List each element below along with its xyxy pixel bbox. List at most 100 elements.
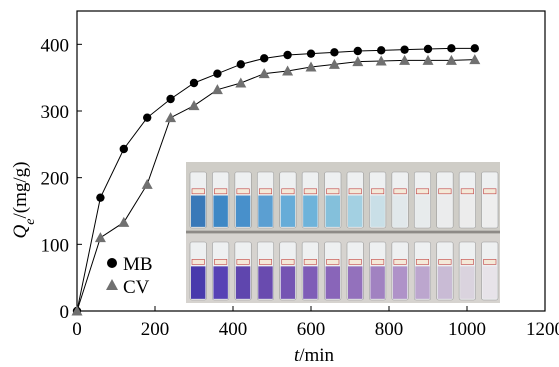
point-cv-60 bbox=[94, 232, 106, 243]
bottom-row-label-13 bbox=[460, 259, 474, 265]
point-cv-420 bbox=[235, 77, 247, 88]
top-row-label-11 bbox=[415, 188, 430, 195]
x-tick-label-1000: 1000 bbox=[448, 319, 486, 340]
y-axis-title-unit: /(mg/g) bbox=[10, 162, 31, 219]
point-cv-600 bbox=[305, 61, 317, 72]
top-row-label-14 bbox=[483, 188, 497, 195]
bottom-row-label-3 bbox=[236, 259, 250, 265]
top-row-solution-12 bbox=[437, 195, 453, 227]
top-row-label-2 bbox=[214, 188, 228, 195]
point-mb-180 bbox=[143, 113, 152, 122]
bottom-row-label-11 bbox=[415, 259, 430, 265]
y-tick-label-100: 100 bbox=[41, 235, 70, 256]
bottom-row-label-6 bbox=[303, 259, 317, 265]
legend-marker-mb bbox=[107, 258, 117, 268]
point-mb-120 bbox=[119, 144, 128, 154]
bottom-row-label-7 bbox=[326, 259, 340, 265]
top-row-label-5 bbox=[281, 188, 295, 195]
top-row-solution-8 bbox=[348, 195, 363, 227]
bottom-row-label-5 bbox=[281, 259, 295, 265]
top-row-label-13 bbox=[460, 188, 474, 195]
top-row-label-9 bbox=[371, 188, 385, 195]
point-cv-960 bbox=[445, 54, 457, 65]
point-cv-840 bbox=[399, 54, 411, 65]
y-tick-label-400: 400 bbox=[41, 35, 70, 56]
point-cv-1020 bbox=[469, 54, 481, 65]
y-axis-ticks: 0 100 200 300 400 bbox=[41, 35, 82, 323]
series-points bbox=[71, 44, 481, 316]
bottom-row-solution-8 bbox=[348, 266, 363, 299]
y-axis-title-var: Q bbox=[10, 224, 31, 238]
legend-label-mb: MB bbox=[123, 254, 153, 275]
x-axis-title-unit: /min bbox=[299, 345, 334, 366]
point-cv-240 bbox=[165, 112, 177, 123]
top-row-solution-13 bbox=[460, 195, 475, 227]
y-tick-label-300: 300 bbox=[41, 102, 70, 123]
top-row-solution-4 bbox=[258, 195, 273, 227]
top-row-solution-1 bbox=[191, 195, 206, 227]
point-mb-420 bbox=[236, 60, 245, 69]
bottom-row-label-2 bbox=[214, 259, 228, 265]
top-row-solution-14 bbox=[482, 195, 497, 227]
point-cv-540 bbox=[282, 65, 294, 76]
point-mb-300 bbox=[189, 78, 199, 88]
point-mb-900 bbox=[423, 44, 433, 54]
bottom-row-solution-13 bbox=[460, 266, 475, 299]
top-row-label-6 bbox=[303, 188, 317, 195]
bottom-row-solution-6 bbox=[303, 266, 318, 299]
point-cv-660 bbox=[328, 58, 340, 69]
series-line-cv bbox=[76, 59, 475, 312]
inset-photo bbox=[186, 162, 500, 303]
legend-marker-cv bbox=[106, 279, 118, 290]
point-mb-840 bbox=[400, 45, 409, 54]
point-mb-660 bbox=[330, 48, 339, 57]
top-row-label-12 bbox=[438, 188, 452, 195]
bottom-row-label-9 bbox=[371, 259, 385, 265]
bottom-row-solution-1 bbox=[191, 266, 206, 299]
bottom-row-solution-3 bbox=[235, 266, 251, 299]
point-cv-780 bbox=[375, 55, 387, 66]
top-row-solution-5 bbox=[280, 195, 296, 227]
point-cv-0 bbox=[71, 305, 83, 316]
point-cv-300 bbox=[188, 100, 200, 111]
bottom-row-label-12 bbox=[438, 259, 452, 265]
point-cv-180 bbox=[141, 178, 153, 189]
point-cv-360 bbox=[211, 84, 223, 95]
point-mb-720 bbox=[353, 46, 362, 56]
bottom-row-solution-4 bbox=[258, 266, 273, 299]
bottom-row-solution-10 bbox=[392, 266, 408, 299]
top-row-label-7 bbox=[326, 188, 340, 195]
point-cv-720 bbox=[352, 56, 364, 67]
point-mb-360 bbox=[213, 69, 222, 78]
x-tick-label-200: 200 bbox=[141, 319, 170, 340]
point-mb-480 bbox=[260, 54, 269, 63]
top-row-solution-6 bbox=[303, 195, 318, 227]
point-mb-240 bbox=[166, 94, 175, 104]
bottom-row-solution-11 bbox=[415, 266, 430, 299]
top-row-label-10 bbox=[393, 188, 407, 195]
legend-label-cv: CV bbox=[123, 277, 150, 298]
bottom-row-solution-7 bbox=[325, 266, 340, 299]
point-cv-480 bbox=[258, 68, 270, 79]
x-tick-label-600: 600 bbox=[297, 319, 326, 340]
top-row-label-1 bbox=[191, 188, 205, 195]
point-mb-540 bbox=[283, 50, 292, 60]
y-axis-title: Qe/(mg/g) bbox=[10, 162, 38, 239]
top-row-solution-2 bbox=[213, 195, 228, 227]
point-mb-960 bbox=[447, 44, 456, 53]
bottom-row-label-10 bbox=[393, 259, 407, 265]
bottom-row-solution-5 bbox=[280, 266, 296, 299]
x-tick-label-400: 400 bbox=[219, 319, 248, 340]
bottom-row-solution-9 bbox=[370, 266, 385, 299]
point-mb-60 bbox=[96, 193, 105, 202]
x-axis-title: t/min bbox=[294, 345, 335, 366]
bottom-row-label-4 bbox=[258, 259, 273, 265]
point-mb-780 bbox=[377, 46, 386, 55]
top-row-solution-11 bbox=[415, 195, 430, 227]
x-axis-title-var: t bbox=[294, 345, 300, 366]
point-cv-120 bbox=[118, 216, 130, 227]
point-mb-1020 bbox=[470, 44, 479, 53]
top-row-solution-3 bbox=[235, 195, 251, 227]
